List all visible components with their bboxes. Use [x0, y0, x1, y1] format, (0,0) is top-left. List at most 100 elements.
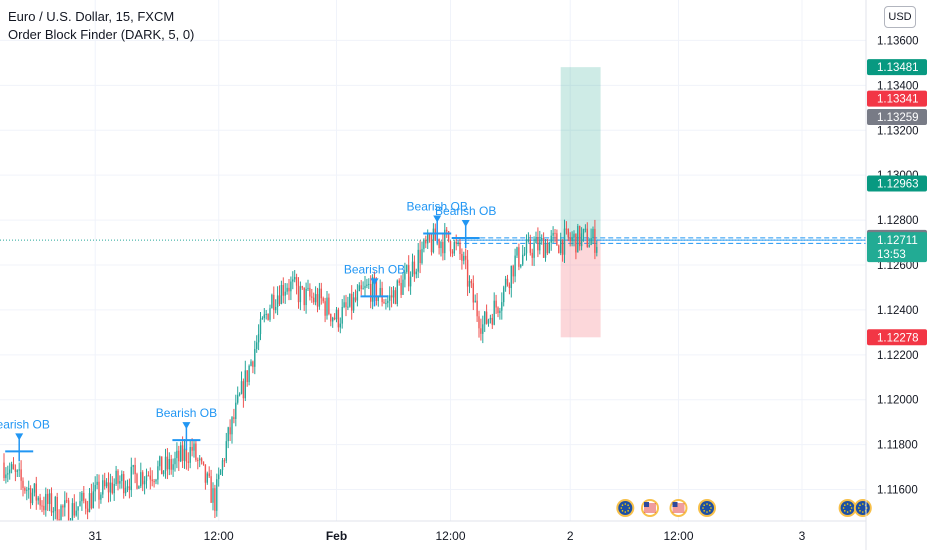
- candle-body: [442, 242, 444, 254]
- candle-body: [499, 310, 501, 313]
- candle-body: [295, 277, 298, 286]
- candle-body: [480, 328, 482, 334]
- candle-body: [531, 252, 533, 258]
- candle-body: [3, 462, 5, 479]
- indicator-title[interactable]: Order Block Finder (DARK, 5, 0): [8, 27, 195, 42]
- eu-flag-star: [706, 511, 708, 513]
- candle-body: [161, 456, 163, 475]
- candle-body: [276, 295, 279, 308]
- eu-flag-icon: [840, 501, 855, 515]
- candle-body: [275, 307, 277, 311]
- candle-body: [153, 481, 155, 483]
- y-tick-label: 1.11600: [877, 485, 918, 497]
- candle-body: [459, 242, 461, 254]
- candle-body: [263, 314, 265, 318]
- candle-body: [303, 287, 305, 306]
- candle-body: [381, 287, 383, 303]
- candle-body: [233, 417, 235, 419]
- eu-flag-star: [709, 504, 711, 506]
- candle-body: [248, 365, 250, 383]
- position-target-zone: [560, 67, 601, 241]
- price-label-text: 1.13481: [877, 62, 919, 74]
- candle-body: [104, 480, 106, 487]
- candle-body: [37, 497, 39, 501]
- candle-body: [440, 242, 442, 249]
- candle-body: [447, 231, 450, 242]
- candle-body: [474, 300, 476, 303]
- candles-group: [3, 219, 598, 521]
- symbol-title[interactable]: Euro / U.S. Dollar, 15, FXCM: [8, 9, 175, 24]
- candle-body: [176, 450, 178, 459]
- candle-body: [273, 294, 275, 311]
- candle-body: [126, 486, 129, 488]
- eu-flag-star: [849, 510, 852, 512]
- candle-body: [497, 307, 499, 313]
- candle-body: [284, 291, 286, 296]
- ob-down-triangle-icon: [370, 278, 379, 286]
- candle-body: [371, 277, 374, 302]
- candle-body: [305, 288, 307, 306]
- candle-body: [79, 501, 81, 507]
- eu-flag-star: [703, 504, 705, 506]
- y-tick-label: 1.13600: [877, 35, 919, 47]
- candle-body: [307, 287, 309, 289]
- candle-body: [427, 233, 429, 244]
- currency-button[interactable]: USD: [884, 6, 916, 28]
- us-flag-canton: [672, 502, 678, 507]
- candle-body: [366, 284, 368, 286]
- price-label-text: 1.13259: [877, 112, 919, 124]
- candle-body: [67, 500, 70, 521]
- candle-body: [159, 456, 161, 467]
- candle-body: [132, 465, 134, 467]
- candle-body: [12, 464, 15, 470]
- y-tick-label: 1.13200: [877, 125, 919, 137]
- ob-down-triangle-icon: [461, 220, 470, 228]
- price-label-box: [867, 59, 927, 76]
- candle-body: [227, 427, 229, 442]
- candle-body: [297, 285, 300, 303]
- candle-body: [229, 427, 231, 435]
- candle-body: [354, 297, 357, 301]
- candle-body: [569, 237, 571, 242]
- candle-body: [529, 239, 531, 253]
- price-label-box: [867, 329, 927, 346]
- candle-body: [309, 287, 311, 297]
- candle-body: [512, 265, 514, 277]
- candle-body: [514, 255, 516, 277]
- price-label-text: 1.12963: [877, 178, 919, 190]
- candle-body: [438, 239, 440, 249]
- eu-flag-star: [850, 507, 853, 509]
- candle-body: [487, 319, 490, 324]
- candle-body: [421, 248, 423, 264]
- candle-body: [468, 280, 471, 287]
- candle-body: [151, 479, 153, 482]
- candle-body: [411, 261, 414, 277]
- candle-body: [491, 317, 493, 325]
- eu-flag-star: [624, 511, 627, 513]
- candle-body: [180, 445, 182, 462]
- candle-body: [282, 285, 284, 296]
- candle-body: [29, 488, 32, 504]
- candle-body: [375, 279, 378, 301]
- candle-body: [444, 229, 446, 254]
- candle-body: [162, 470, 165, 475]
- candle-body: [219, 470, 222, 475]
- candle-body: [157, 466, 159, 480]
- candle-body: [117, 470, 119, 484]
- candle-body: [257, 334, 260, 343]
- candle-body: [398, 280, 400, 283]
- candle-body: [130, 466, 132, 491]
- candle-body: [187, 461, 189, 463]
- candle-body: [77, 506, 79, 511]
- eu-flag-star: [862, 511, 864, 513]
- candle-body: [482, 324, 484, 334]
- candle-body: [210, 476, 212, 503]
- candle-body: [299, 286, 302, 303]
- candle-body: [379, 287, 381, 297]
- price-label-text: 1.12278: [877, 332, 919, 344]
- x-tick-label: Feb: [326, 529, 347, 543]
- candle-body: [174, 458, 176, 465]
- candle-body: [9, 469, 11, 474]
